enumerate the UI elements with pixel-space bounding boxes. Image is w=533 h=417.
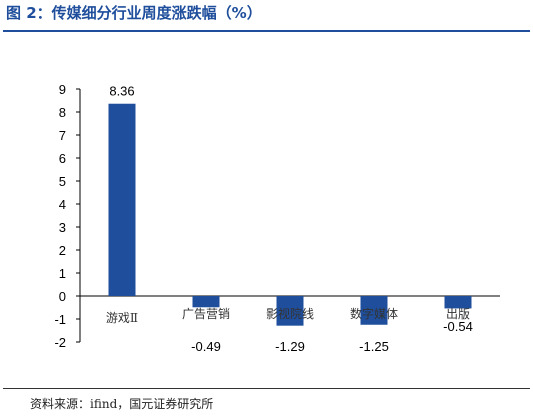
category-label: 游戏Ⅱ — [106, 311, 138, 325]
footer-divider — [3, 388, 530, 389]
title-divider — [3, 30, 530, 32]
y-tick-label: 4 — [59, 197, 66, 212]
y-tick-label: 2 — [59, 243, 66, 258]
data-label: -0.54 — [443, 319, 473, 334]
y-tick-label: 0 — [59, 289, 66, 304]
y-tick-label: 9 — [59, 82, 66, 97]
data-label: 8.36 — [109, 84, 134, 99]
data-label: -1.29 — [275, 339, 305, 354]
bar-2 — [192, 296, 220, 308]
bar-3 — [276, 296, 304, 326]
category-label: 数字媒体 — [350, 306, 398, 321]
bar-1 — [108, 103, 136, 296]
data-label: -1.25 — [359, 339, 389, 354]
data-label: -0.49 — [191, 339, 221, 354]
y-tick-label: -2 — [54, 335, 66, 350]
bar-5 — [444, 296, 472, 309]
y-tick-label: 1 — [59, 266, 66, 281]
y-tick-label: 8 — [59, 105, 66, 120]
figure-title: 图 2：传媒细分行业周度涨跌幅（%） — [6, 4, 262, 22]
category-label: 出版 — [446, 307, 470, 321]
category-label: 影视院线 — [266, 306, 314, 321]
y-tick-label: 7 — [59, 128, 66, 143]
category-label: 广告营销 — [182, 307, 230, 321]
y-tick-label: 3 — [59, 220, 66, 235]
y-tick-label: 5 — [59, 174, 66, 189]
y-tick-label: 6 — [59, 151, 66, 166]
bar-4 — [360, 296, 388, 325]
y-tick-label: -1 — [54, 312, 66, 327]
source-note: 资料来源：ifind，国元证券研究所 — [30, 397, 214, 411]
